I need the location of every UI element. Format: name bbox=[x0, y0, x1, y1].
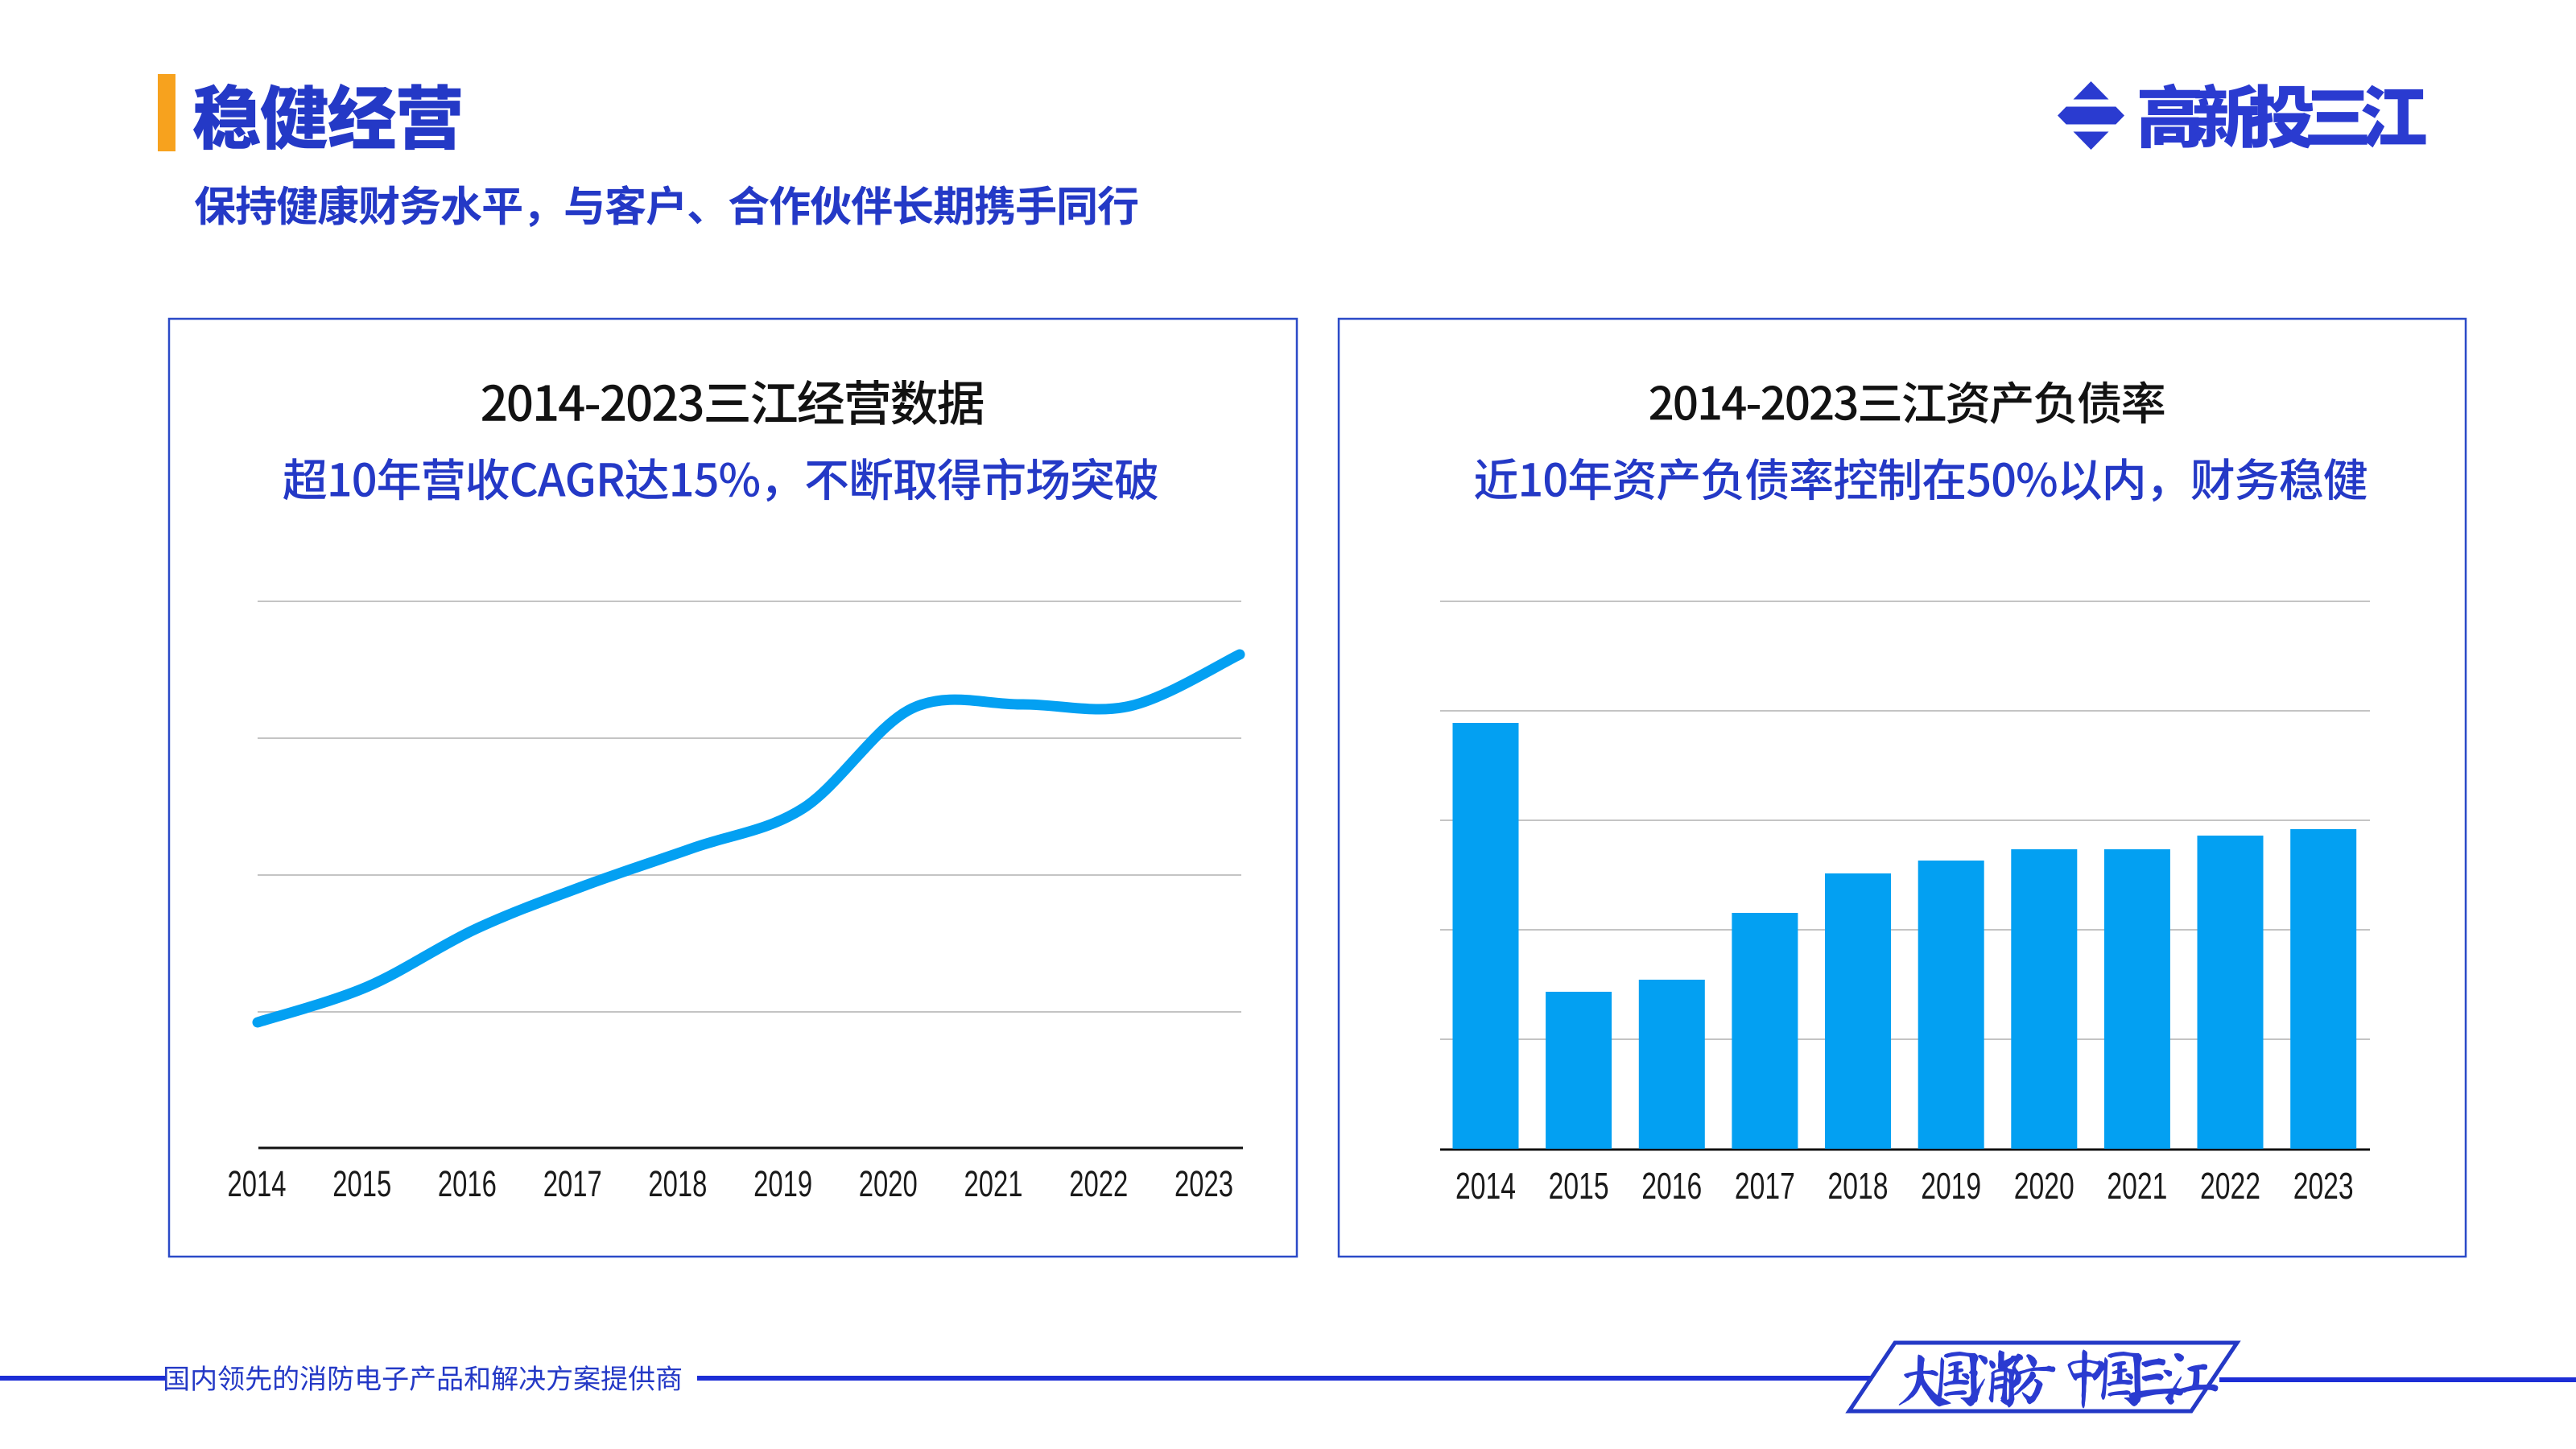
svg-text:2016: 2016 bbox=[1641, 1165, 1702, 1207]
svg-text:2016: 2016 bbox=[438, 1163, 497, 1204]
svg-text:2018: 2018 bbox=[648, 1163, 707, 1204]
svg-text:2015: 2015 bbox=[332, 1163, 391, 1204]
svg-text:2020: 2020 bbox=[2014, 1165, 2074, 1207]
svg-text:2022: 2022 bbox=[1069, 1163, 1128, 1204]
svg-text:2014: 2014 bbox=[1455, 1165, 1516, 1207]
svg-text:2021: 2021 bbox=[2107, 1165, 2167, 1207]
svg-text:2014: 2014 bbox=[228, 1163, 287, 1204]
svg-text:2020: 2020 bbox=[859, 1163, 918, 1204]
svg-text:2023: 2023 bbox=[1174, 1163, 1233, 1204]
svg-text:2021: 2021 bbox=[964, 1163, 1023, 1204]
svg-text:2019: 2019 bbox=[753, 1163, 812, 1204]
svg-text:2018: 2018 bbox=[1828, 1165, 1889, 1207]
svg-text:2022: 2022 bbox=[2200, 1165, 2260, 1207]
svg-text:2019: 2019 bbox=[1921, 1165, 1981, 1207]
svg-text:2017: 2017 bbox=[543, 1163, 602, 1204]
svg-text:2017: 2017 bbox=[1735, 1165, 1795, 1207]
svg-text:2015: 2015 bbox=[1549, 1165, 1609, 1207]
svg-text:2023: 2023 bbox=[2293, 1165, 2354, 1207]
